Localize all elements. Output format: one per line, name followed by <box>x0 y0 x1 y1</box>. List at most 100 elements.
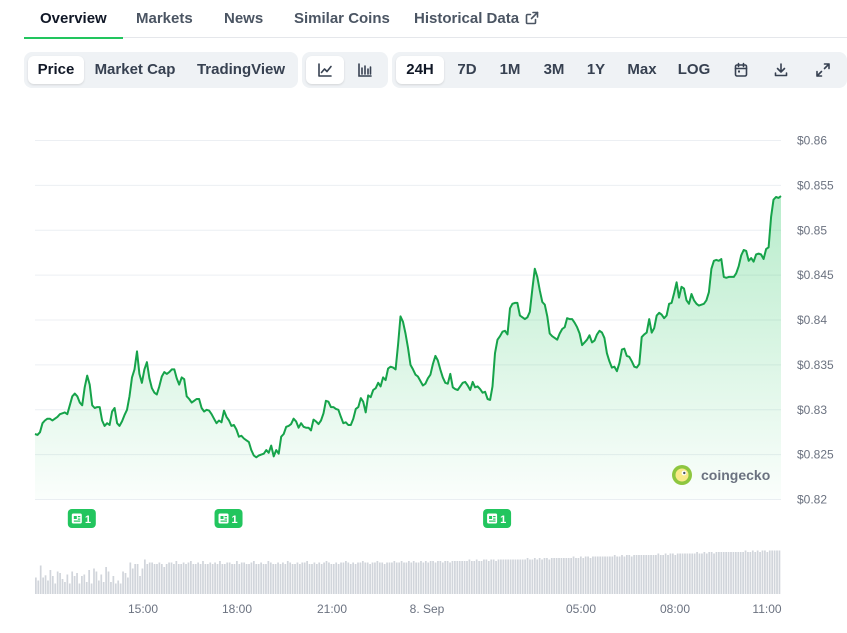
volume-bar <box>773 550 776 594</box>
news-marker[interactable]: 1 <box>483 509 512 528</box>
volume-bar <box>76 573 78 594</box>
x-tick-label: 8. Sep <box>410 602 445 616</box>
volume-bar <box>718 552 720 594</box>
range-1y-button[interactable]: 1Y <box>586 61 606 78</box>
line-chart-button[interactable] <box>306 56 344 84</box>
tab-markets[interactable]: Markets <box>136 10 193 27</box>
volume-bar <box>650 555 652 594</box>
volume-bar <box>463 561 466 594</box>
volume-bar <box>521 559 524 594</box>
candlestick-chart-button[interactable] <box>346 56 384 84</box>
news-marker[interactable]: 1 <box>67 509 96 528</box>
volume-bar <box>754 552 757 594</box>
volume-bar <box>582 558 585 594</box>
volume-bar <box>633 555 635 594</box>
volume-bar <box>284 564 287 594</box>
volume-bar <box>611 556 614 594</box>
volume-bar <box>156 564 158 594</box>
volume-bar <box>315 564 318 594</box>
x-tick-label: 08:00 <box>660 602 690 616</box>
volume-bar <box>303 562 306 594</box>
volume-bar <box>190 561 192 594</box>
newspaper-icon <box>71 513 82 524</box>
volume-bar <box>325 561 328 594</box>
volume-bar <box>206 564 209 594</box>
range-max-button[interactable]: Max <box>627 61 657 78</box>
volume-bar <box>625 555 628 594</box>
download-button[interactable] <box>764 56 798 84</box>
tab-news[interactable]: News <box>224 10 264 27</box>
volume-bar <box>504 559 507 594</box>
date-range-button[interactable] <box>724 56 758 84</box>
volume-bar <box>42 577 44 594</box>
range-7d-button[interactable]: 7D <box>457 61 477 78</box>
tab-historical-data[interactable]: Historical Data <box>414 0 539 38</box>
volume-bar <box>357 562 359 594</box>
volume-bar <box>681 553 684 594</box>
volume-bar <box>747 552 749 594</box>
volume-bar <box>233 564 236 594</box>
volume-bar <box>759 552 761 594</box>
fullscreen-button[interactable] <box>806 56 840 84</box>
volume-bar <box>354 564 357 594</box>
volume-bar <box>761 550 764 594</box>
volume-bar <box>199 564 202 594</box>
newspaper-icon-photo <box>489 516 493 519</box>
volume-bar <box>635 555 638 594</box>
tab-overview[interactable]: Overview <box>24 0 123 39</box>
market-cap-button[interactable]: Market Cap <box>94 61 176 78</box>
price-button[interactable]: Price <box>28 56 84 84</box>
volume-bar <box>114 583 117 594</box>
volume-bar <box>279 564 282 594</box>
range-1m-button[interactable]: 1M <box>499 61 521 78</box>
volume-bar <box>127 577 129 594</box>
volume-bar <box>202 561 204 594</box>
volume-bar <box>594 556 597 594</box>
volume-bar <box>119 583 122 594</box>
volume-bar <box>236 561 238 594</box>
news-marker[interactable]: 1 <box>214 509 243 528</box>
newspaper-icon-line <box>493 518 496 520</box>
log-scale-button[interactable]: LOG <box>677 61 711 78</box>
volume-bar <box>524 559 526 594</box>
volume-bar <box>429 561 432 594</box>
volume-bar <box>480 561 483 594</box>
y-tick-label: $0.83 <box>797 403 827 417</box>
volume-bar <box>160 564 163 594</box>
volume-bar <box>335 562 338 594</box>
volume-bar <box>323 562 325 594</box>
x-tick-label: 15:00 <box>128 602 158 616</box>
volume-bar <box>352 562 355 594</box>
volume-bar <box>676 553 679 594</box>
volume-bar <box>536 559 539 594</box>
price-chart[interactable]: $0.86 $0.855 $0.85 $0.845 $0.84 $0.835 $0.83 $0… <box>0 96 847 633</box>
volume-bar <box>756 550 759 594</box>
volume-bar <box>364 562 367 594</box>
volume-bar <box>248 564 250 594</box>
volume-bar <box>378 562 381 594</box>
volume-bar <box>56 571 59 594</box>
tradingview-button[interactable]: TradingView <box>196 61 286 78</box>
tab-similar-coins[interactable]: Similar Coins <box>294 10 390 27</box>
volume-bar <box>572 556 575 594</box>
volume-bar <box>466 561 468 594</box>
y-tick-label: $0.84 <box>797 313 827 327</box>
newspaper-icon-photo <box>73 516 77 519</box>
volume-bar <box>182 562 185 594</box>
newspaper-icon-photo <box>220 516 224 519</box>
range-3m-button[interactable]: 3M <box>543 61 565 78</box>
news-marker-count: 1 <box>85 514 91 526</box>
volume-bar <box>403 562 405 594</box>
news-marker-count: 1 <box>500 514 506 526</box>
volume-bar <box>764 550 766 594</box>
volume-bar <box>715 552 718 594</box>
range-24h-button[interactable]: 24H <box>396 56 444 84</box>
volume-bar <box>596 556 599 594</box>
volume-bar <box>509 559 512 594</box>
volume-bar <box>185 564 187 594</box>
volume-bar <box>427 562 430 594</box>
volume-bar <box>194 564 197 594</box>
volume-bar <box>153 564 156 594</box>
volume-bar <box>454 561 456 594</box>
volume-bar <box>560 558 563 594</box>
